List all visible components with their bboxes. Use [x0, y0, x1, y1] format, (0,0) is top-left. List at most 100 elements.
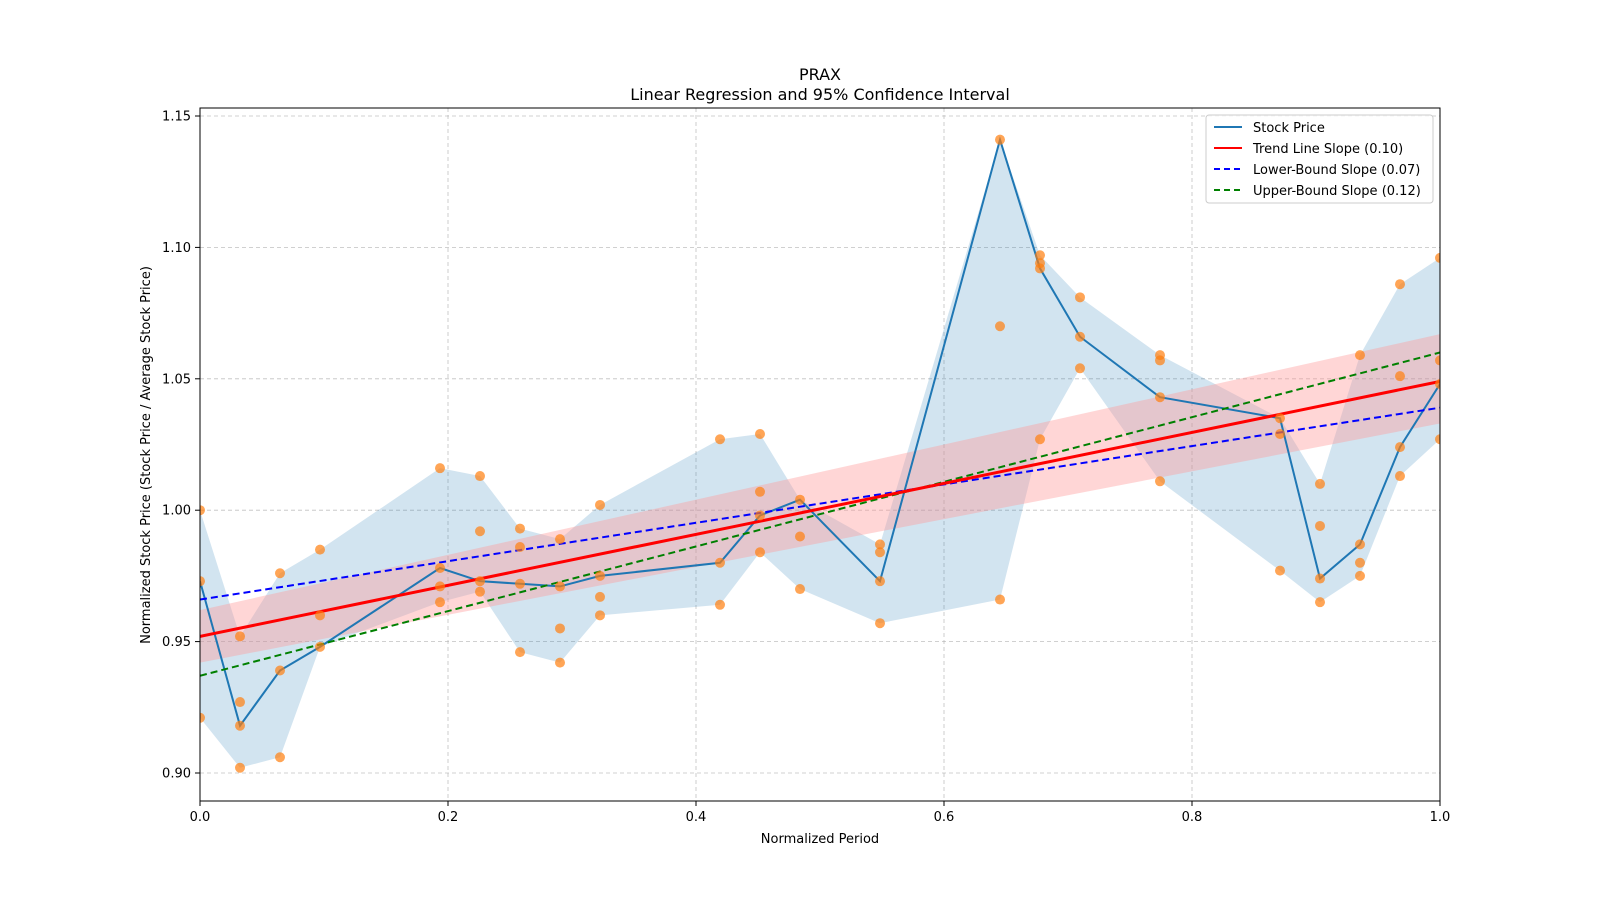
scatter-point	[475, 586, 485, 597]
scatter-point	[755, 428, 765, 439]
scatter-point	[1075, 292, 1085, 303]
scatter-point	[1395, 279, 1405, 290]
stock-price-line	[200, 136, 1440, 728]
chart-subtitle: Linear Regression and 95% Confidence Int…	[630, 85, 1010, 104]
scatter-point	[1315, 597, 1325, 608]
scatter-point	[1435, 379, 1440, 390]
scatter-point	[995, 594, 1005, 605]
scatter-point	[1035, 434, 1045, 445]
confidence-interval-band	[200, 334, 1440, 663]
scatter-point	[875, 576, 885, 587]
scatter-point	[275, 752, 285, 763]
scatter-point	[435, 563, 445, 574]
scatter-point	[515, 523, 525, 534]
scatter-point	[715, 557, 725, 568]
chart-title: PRAX	[799, 65, 841, 84]
scatter-point	[1075, 363, 1085, 374]
scatter-point	[1395, 371, 1405, 382]
lines	[200, 136, 1440, 728]
grid	[199, 108, 1441, 801]
y-axis: 0.90 0.95 1.00 1.05 1.10 1.15	[162, 110, 200, 782]
scatter-point	[715, 434, 725, 445]
scatter-point	[1435, 252, 1440, 263]
x-tick-label: 0.0	[190, 810, 211, 825]
y-tick-label: 1.00	[162, 504, 191, 519]
scatter-point	[555, 657, 565, 668]
scatter-point	[1435, 355, 1440, 366]
scatter-point	[1315, 573, 1325, 584]
scatter-point	[1275, 413, 1285, 424]
legend-label-lower-bound: Lower-Bound Slope (0.07)	[1253, 163, 1420, 178]
scatter-point	[875, 539, 885, 550]
scatter-point	[1395, 442, 1405, 453]
scatter-point	[595, 499, 605, 510]
scatter-point	[235, 631, 245, 642]
y-tick-label: 1.15	[162, 110, 191, 125]
scatter-point	[995, 134, 1005, 145]
scatter-point	[1155, 476, 1165, 487]
y-tick-label: 0.90	[162, 767, 191, 782]
scatter-point	[555, 623, 565, 634]
scatter-point	[1275, 565, 1285, 576]
scatter-point	[515, 541, 525, 552]
scatter-point	[200, 505, 205, 516]
scatter-point	[595, 591, 605, 602]
legend-item-stock-price: Stock Price	[1214, 121, 1325, 136]
y-axis-label: Normalized Stock Price (Stock Price / Av…	[139, 266, 154, 644]
scatter-point	[795, 494, 805, 505]
lower-bound-line	[200, 406, 1440, 601]
scatter-point	[555, 534, 565, 545]
scatter-point	[755, 547, 765, 558]
scatter-point	[715, 599, 725, 610]
scatter-point	[595, 610, 605, 621]
scatter-point	[200, 712, 205, 723]
scatter-point	[315, 641, 325, 652]
legend-item-upper-bound: Upper-Bound Slope (0.12)	[1214, 184, 1421, 199]
scatter-point	[555, 581, 565, 592]
legend: Stock Price Trend Line Slope (0.10) Lowe…	[1205, 114, 1434, 204]
scatter-point	[275, 665, 285, 676]
fills	[200, 139, 1440, 768]
scatter-point	[1355, 350, 1365, 361]
scatter-point	[235, 762, 245, 773]
legend-item-trend: Trend Line Slope (0.10)	[1214, 142, 1403, 157]
scatter-point	[1395, 471, 1405, 482]
scatter-point	[1315, 520, 1325, 531]
x-axis-label: Normalized Period	[761, 832, 879, 847]
scatter-point	[475, 576, 485, 587]
y-tick-label: 1.10	[162, 241, 191, 256]
scatter-point	[595, 570, 605, 581]
x-tick-label: 0.6	[934, 810, 955, 825]
scatter-point	[1075, 331, 1085, 342]
plot-frame	[199, 107, 1441, 802]
scatter-point	[755, 510, 765, 521]
scatter-point	[1155, 392, 1165, 403]
x-tick-label: 0.4	[686, 810, 707, 825]
scatter-point	[235, 720, 245, 731]
legend-label-upper-bound: Upper-Bound Slope (0.12)	[1253, 184, 1421, 199]
scatter-point	[235, 697, 245, 708]
x-tick-label: 0.8	[1182, 810, 1203, 825]
scatter-point	[875, 618, 885, 629]
scatter-point	[1035, 263, 1045, 274]
scatter-point	[275, 568, 285, 579]
y-tick-label: 0.95	[162, 635, 191, 650]
x-tick-label: 1.0	[1430, 810, 1451, 825]
scatter-point	[1435, 434, 1440, 445]
y-tick-label: 1.05	[162, 372, 191, 387]
scatter-point	[515, 647, 525, 658]
x-axis: 0.0 0.2 0.4 0.6 0.8 1.0	[190, 801, 1451, 825]
scatter-point	[875, 547, 885, 558]
scatter-point	[315, 544, 325, 555]
scatter-point	[1035, 250, 1045, 261]
scatter-point	[1315, 478, 1325, 489]
upper-bound-line	[200, 351, 1440, 677]
scatter-points	[200, 134, 1440, 773]
scatter-point	[200, 576, 205, 587]
scatter-point	[435, 597, 445, 608]
legend-item-lower-bound: Lower-Bound Slope (0.07)	[1214, 163, 1420, 178]
price-range-band	[200, 139, 1440, 768]
legend-label-stock-price: Stock Price	[1253, 121, 1325, 136]
scatter-point	[1355, 539, 1365, 550]
